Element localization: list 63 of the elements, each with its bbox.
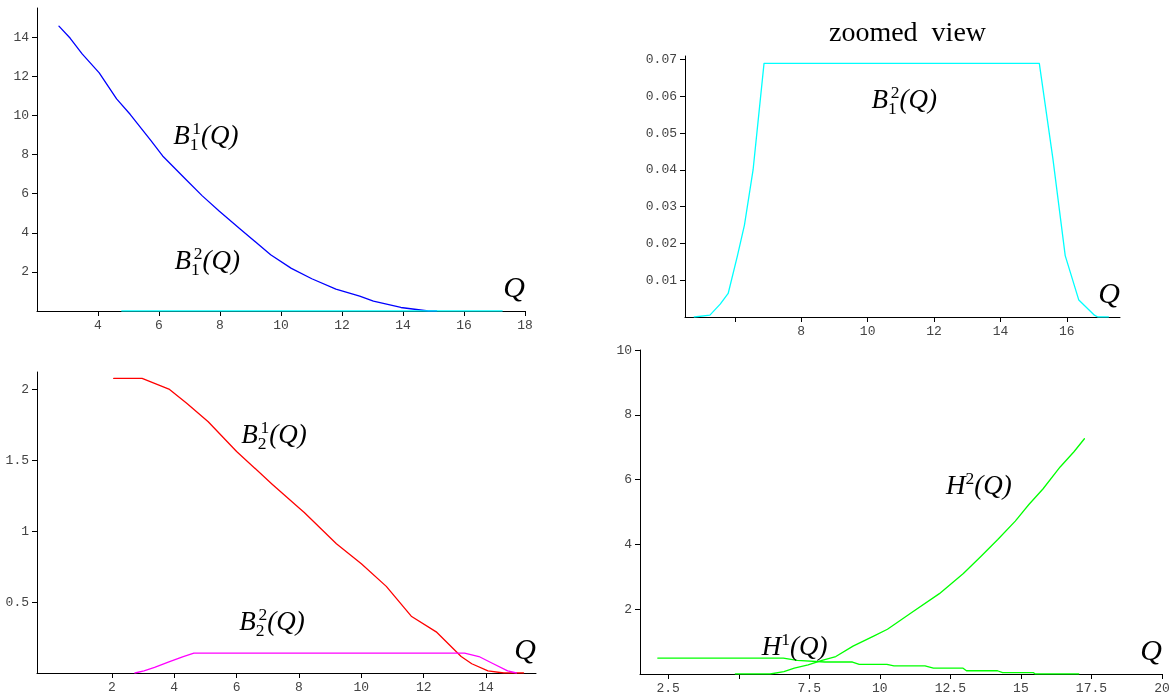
- annotation: B$_{1}$$^{2}$(Q): [871, 81, 937, 119]
- y-tick-label: 0.02: [645, 235, 677, 251]
- y-tick-label: 0.06: [645, 88, 677, 104]
- x-tick-label: 16: [456, 318, 472, 333]
- x-axis-title: Q: [1140, 632, 1163, 666]
- y-tick-label: 0.07: [645, 52, 677, 68]
- y-tick-label: 0.01: [645, 272, 678, 288]
- x-tick-label: 2.5: [656, 681, 680, 696]
- y-tick-label: 0.04: [645, 162, 678, 178]
- y-tick-label: 6: [624, 472, 632, 488]
- x-tick-label: 17.5: [1075, 681, 1108, 696]
- x-tick-label: 14: [478, 680, 495, 695]
- x-tick-label: 14: [992, 324, 1009, 339]
- annotation: B$_{1}$$^{1}$(Q): [173, 118, 239, 155]
- x-tick-label: 12: [415, 680, 432, 695]
- x-tick-label: 14: [395, 318, 411, 333]
- y-tick-label: 0.5: [5, 594, 29, 610]
- x-tick-label: 7.5: [797, 681, 821, 696]
- annotation: B$_{1}$$^{2}$(Q): [174, 242, 240, 280]
- x-tick-label: 12.5: [934, 681, 966, 696]
- x-tick-label: 10: [353, 680, 370, 695]
- y-tick-label: 10: [616, 342, 632, 358]
- x-tick-label: 8: [295, 680, 303, 695]
- y-tick-label: 1.5: [5, 452, 29, 468]
- y-tick-label: 12: [13, 68, 29, 84]
- annotation: H$^{1}$(Q): [761, 628, 828, 661]
- y-tick-label: 8: [21, 147, 29, 163]
- y-tick-label: 1: [21, 523, 30, 539]
- y-tick-label: 2: [624, 601, 632, 617]
- x-tick-label: 12: [926, 324, 942, 339]
- y-tick-label: 10: [13, 108, 29, 124]
- x-tick-label: 20: [1154, 681, 1170, 696]
- x-tick-label: 8: [216, 318, 224, 333]
- annotation: B$_{2}$$^{1}$(Q): [241, 416, 307, 454]
- x-tick-label: 10: [859, 324, 876, 339]
- annotation: H$^{2}$(Q): [945, 467, 1012, 500]
- x-axis-title: Q: [503, 269, 526, 303]
- x-tick-label: 18: [517, 318, 533, 333]
- x-tick-label: 15: [1013, 681, 1029, 696]
- y-tick-label: 4: [624, 536, 633, 552]
- x-tick-label: 4: [94, 318, 103, 333]
- annotation: B$_{2}$$^{2}$(Q): [239, 603, 305, 641]
- x-tick-label: 12: [334, 318, 350, 333]
- x-tick-label: 6: [232, 680, 241, 695]
- x-tick-label: 16: [1059, 324, 1075, 339]
- x-tick-label: 6: [155, 318, 163, 333]
- y-tick-label: 14: [13, 29, 30, 45]
- x-tick-label: 10: [273, 318, 289, 333]
- y-tick-label: 4: [21, 225, 30, 241]
- x-axis-title: Q: [514, 631, 537, 665]
- y-tick-label: 0.03: [645, 199, 677, 215]
- line-series: [134, 652, 517, 674]
- x-tick-label: 2: [107, 680, 116, 695]
- x-axis-title: Q: [1098, 275, 1121, 309]
- x-tick-label: 4: [170, 680, 179, 695]
- chart-title: zoomed view: [828, 15, 987, 47]
- y-tick-label: 0.05: [645, 125, 677, 141]
- x-tick-label: 10: [872, 681, 888, 696]
- y-tick-label: 8: [624, 407, 632, 423]
- y-tick-label: 6: [21, 186, 29, 202]
- y-tick-label: 2: [21, 264, 29, 280]
- y-tick-label: 2: [21, 381, 29, 397]
- x-tick-label: 8: [797, 324, 806, 339]
